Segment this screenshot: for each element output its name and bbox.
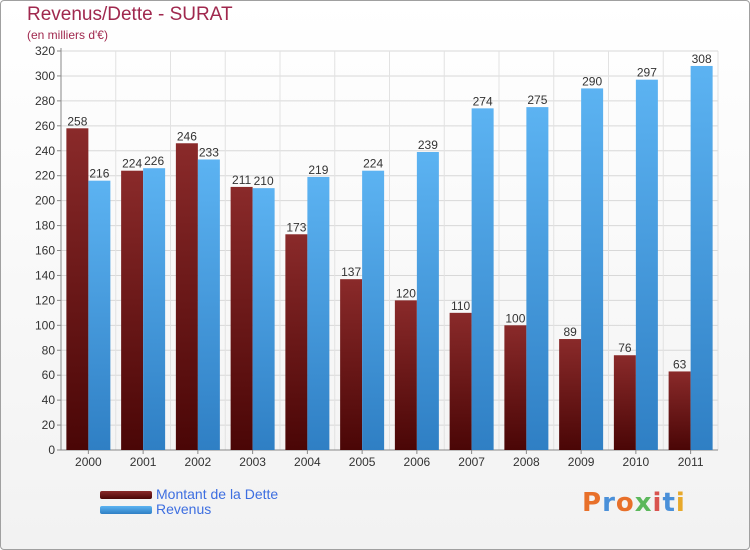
chart-title: Revenus/Dette - SURAT bbox=[27, 4, 233, 25]
y-tick-label: 160 bbox=[35, 244, 55, 258]
bar-revenus bbox=[307, 176, 330, 450]
y-tick-label: 120 bbox=[35, 293, 55, 307]
data-label: 239 bbox=[418, 138, 438, 152]
bar-dette bbox=[285, 234, 308, 450]
data-label: 224 bbox=[363, 157, 383, 171]
y-tick-label: 100 bbox=[35, 318, 55, 332]
x-tick-label: 2011 bbox=[678, 455, 704, 469]
logo-letter: o bbox=[615, 488, 635, 518]
data-label: 224 bbox=[122, 157, 142, 171]
y-tick-label: 220 bbox=[35, 169, 55, 183]
bar-dette bbox=[394, 300, 417, 450]
data-label: 233 bbox=[199, 145, 219, 159]
y-tick-label: 260 bbox=[35, 119, 55, 133]
data-label: 308 bbox=[692, 52, 712, 66]
x-tick-label: 2003 bbox=[239, 455, 266, 469]
y-tick-label: 320 bbox=[35, 44, 55, 58]
logo-letter: t bbox=[662, 488, 676, 518]
bar-chart: 0 20 40 60 80 100 120 140 160 180 200 220 240 260 280 3… bbox=[35, 44, 719, 469]
data-label: 258 bbox=[67, 114, 87, 128]
x-tick-label: 2007 bbox=[458, 455, 485, 469]
bar-dette bbox=[504, 325, 527, 450]
x-tick-label: 2006 bbox=[404, 455, 431, 469]
bar-dette bbox=[613, 355, 636, 450]
x-tick-label: 2001 bbox=[130, 455, 157, 469]
data-label: 76 bbox=[618, 341, 632, 355]
data-label: 226 bbox=[144, 154, 164, 168]
y-tick-label: 300 bbox=[35, 69, 55, 83]
bar-revenus bbox=[362, 170, 385, 450]
x-tick-label: 2004 bbox=[294, 455, 321, 469]
logo-letter: i bbox=[675, 488, 686, 518]
bar-revenus bbox=[581, 88, 604, 450]
bar-dette bbox=[230, 186, 253, 451]
x-tick-label: 2010 bbox=[623, 455, 650, 469]
logo-letter: i bbox=[652, 488, 663, 518]
legend-swatch-revenus bbox=[100, 506, 152, 514]
data-label: 246 bbox=[177, 129, 197, 143]
proxiti-logo: Proxiti bbox=[582, 488, 686, 518]
bar-dette bbox=[121, 170, 144, 450]
data-label: 297 bbox=[637, 66, 657, 80]
legend-label-revenus: Revenus bbox=[156, 501, 212, 517]
data-label: 210 bbox=[254, 174, 274, 188]
x-tick-label: 2008 bbox=[513, 455, 540, 469]
logo-letter: x bbox=[634, 488, 653, 518]
logo-letter: P bbox=[582, 488, 603, 518]
chart-subtitle: (en milliers d'€) bbox=[27, 28, 108, 42]
data-label: 63 bbox=[673, 357, 687, 371]
legend-label-dette: Montant de la Dette bbox=[156, 486, 279, 502]
data-label: 219 bbox=[308, 163, 328, 177]
y-tick-label: 140 bbox=[35, 268, 55, 282]
bar-dette bbox=[668, 371, 691, 450]
axes: 0 20 40 60 80 100 120 140 160 180 200 220 240 260 280 3… bbox=[35, 44, 718, 469]
y-tick-label: 200 bbox=[35, 194, 55, 208]
data-label: 211 bbox=[232, 173, 251, 187]
bar-revenus bbox=[143, 168, 166, 451]
bar-dette bbox=[66, 128, 89, 450]
data-label: 290 bbox=[582, 74, 602, 88]
data-label: 216 bbox=[89, 167, 109, 181]
data-label: 100 bbox=[505, 311, 525, 325]
bar-revenus bbox=[88, 180, 111, 451]
data-label: 275 bbox=[527, 93, 547, 107]
y-tick-label: 280 bbox=[35, 94, 55, 108]
x-tick-label: 2005 bbox=[349, 455, 376, 469]
bar-dette bbox=[559, 339, 582, 450]
bar-revenus bbox=[526, 107, 549, 450]
data-label: 89 bbox=[563, 325, 577, 339]
y-tick-label: 180 bbox=[35, 219, 55, 233]
x-tick-label: 2002 bbox=[185, 455, 212, 469]
bar-revenus bbox=[416, 151, 439, 450]
bar-dette bbox=[340, 279, 363, 450]
data-label: 137 bbox=[341, 265, 361, 279]
logo-letter: r bbox=[602, 488, 616, 518]
x-tick-label: 2000 bbox=[75, 455, 102, 469]
bar-revenus bbox=[690, 65, 713, 451]
y-tick-label: 80 bbox=[42, 343, 56, 357]
bar-revenus bbox=[252, 188, 275, 450]
bar-dette bbox=[449, 312, 472, 450]
grid-lines bbox=[60, 50, 719, 451]
bar-dette bbox=[175, 143, 198, 451]
y-tick-label: 240 bbox=[35, 144, 55, 158]
y-tick-label: 40 bbox=[42, 393, 56, 407]
x-tick-label: 2009 bbox=[568, 455, 595, 469]
bar-revenus bbox=[471, 108, 494, 450]
y-tick-label: 0 bbox=[48, 443, 55, 457]
legend-swatch-dette bbox=[100, 491, 152, 499]
data-label: 173 bbox=[286, 220, 306, 234]
bar-revenus bbox=[635, 79, 658, 450]
data-label: 110 bbox=[451, 299, 470, 313]
bar-revenus bbox=[197, 159, 220, 450]
bars bbox=[66, 65, 713, 451]
y-tick-label: 20 bbox=[42, 418, 56, 432]
data-label: 120 bbox=[396, 286, 416, 300]
y-tick-label: 60 bbox=[42, 368, 56, 382]
data-label: 274 bbox=[473, 94, 493, 108]
